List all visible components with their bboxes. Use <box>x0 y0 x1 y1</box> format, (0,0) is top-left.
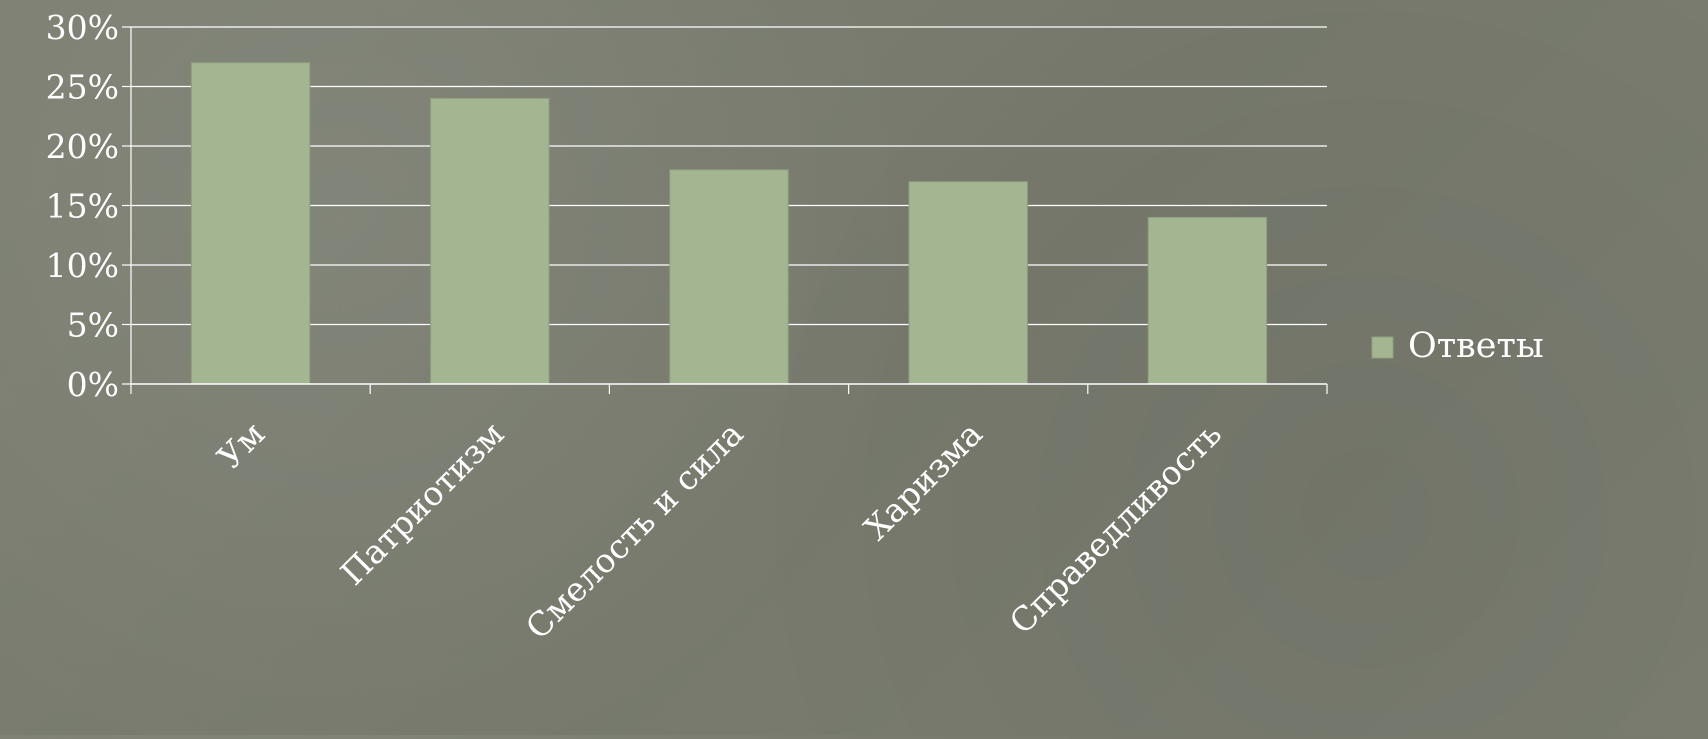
y-tick-label: 15% <box>46 187 119 226</box>
y-tick-label: 20% <box>46 127 119 166</box>
y-tick-label: 25% <box>46 68 119 107</box>
legend: Ответы <box>1371 326 1544 366</box>
x-tick-label: Смелость и сила <box>518 414 751 647</box>
legend-swatch <box>1371 336 1394 359</box>
x-tick-label: Харизма <box>856 414 989 547</box>
y-tick-label: 30% <box>46 8 119 47</box>
y-tick-labels: 0% 5% 10% 15% 20% 25% 30% <box>46 8 119 404</box>
bar <box>669 169 789 385</box>
bar <box>1147 216 1268 385</box>
bars <box>190 62 1268 385</box>
bar <box>430 97 550 385</box>
y-tick-label: 10% <box>46 246 119 285</box>
x-tick-labels: Ум Патриотизм Смелость и сила Харизма Справе… <box>210 414 1229 647</box>
axes <box>122 26 1328 394</box>
x-tick-label: Патриотизм <box>333 414 512 593</box>
x-tick-label: Ум <box>210 414 273 477</box>
y-tick-label: 0% <box>67 365 119 404</box>
y-tick-label: 5% <box>67 306 119 345</box>
x-tick-label: Справедливость <box>1002 414 1229 641</box>
bar <box>190 62 311 385</box>
legend-label: Ответы <box>1408 326 1544 366</box>
bar <box>908 181 1028 385</box>
